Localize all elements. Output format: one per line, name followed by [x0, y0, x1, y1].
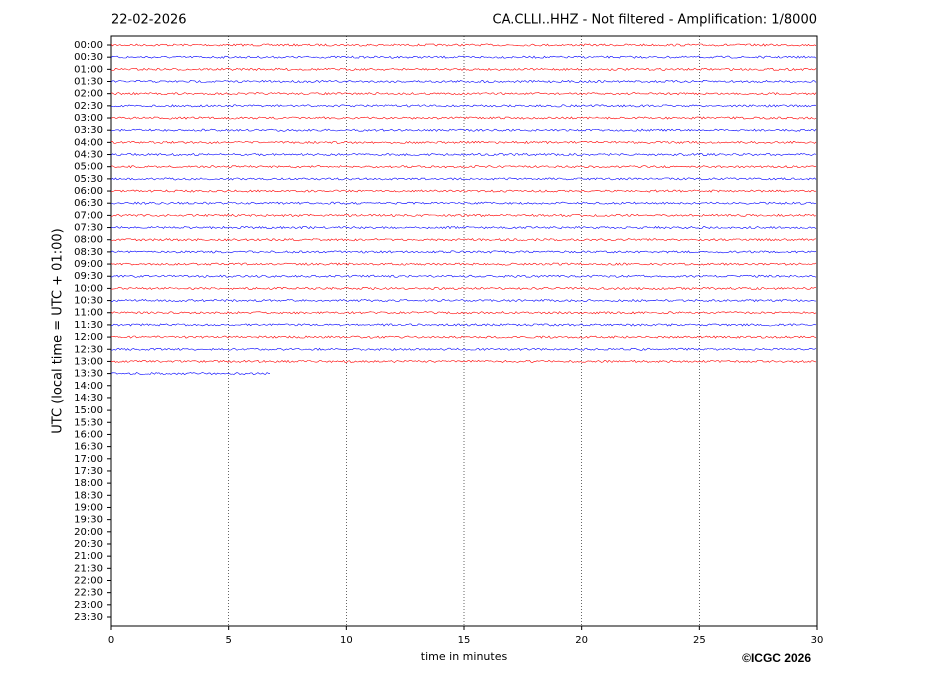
trace: [110, 311, 817, 315]
trace: [110, 299, 817, 303]
x-tick-label: 0: [108, 635, 114, 646]
y-tick-label: 10:30: [74, 296, 103, 307]
trace: [110, 372, 271, 376]
y-tick-label: 18:30: [74, 490, 103, 501]
y-tick-label: 22:00: [74, 575, 103, 586]
trace: [110, 67, 817, 71]
y-tick-label: 19:30: [74, 515, 103, 526]
y-tick-label: 06:30: [74, 198, 103, 209]
trace: [110, 286, 817, 290]
y-tick-label: 21:30: [74, 563, 103, 574]
y-tick-label: 04:00: [74, 137, 103, 148]
y-tick-label: 16:00: [74, 429, 103, 440]
trace: [110, 201, 817, 205]
y-tick-label: 05:30: [74, 174, 103, 185]
trace: [110, 165, 817, 169]
y-tick-label: 15:00: [74, 405, 103, 416]
trace: [110, 152, 817, 157]
y-tick-label: 08:30: [74, 247, 103, 258]
y-tick-label: 13:30: [74, 369, 103, 380]
trace: [110, 189, 817, 193]
trace: [110, 226, 817, 230]
copyright: ©ICGC 2026: [742, 651, 811, 665]
y-tick-label: 17:30: [74, 466, 103, 477]
trace: [110, 213, 817, 217]
y-tick-label: 06:00: [74, 186, 103, 197]
y-tick-label: 03:30: [74, 125, 103, 136]
y-tick-label: 08:00: [74, 235, 103, 246]
y-tick-label: 10:00: [74, 283, 103, 294]
y-tick-label: 20:00: [74, 527, 103, 538]
y-tick-label: 00:30: [74, 52, 103, 63]
x-tick-label: 20: [575, 635, 588, 646]
trace: [110, 55, 817, 59]
trace: [110, 79, 817, 84]
trace: [110, 43, 817, 47]
trace: [110, 104, 817, 108]
y-tick-label: 15:30: [74, 417, 103, 428]
y-tick-label: 05:00: [74, 162, 103, 173]
trace: [110, 177, 817, 181]
x-tick-label: 15: [458, 635, 471, 646]
y-tick-label: 11:00: [74, 308, 103, 319]
y-tick-label: 04:30: [74, 150, 103, 161]
y-tick-label: 02:00: [74, 89, 103, 100]
trace: [110, 92, 817, 96]
trace: [110, 116, 817, 120]
y-tick-label: 12:30: [74, 344, 103, 355]
y-tick-label: 03:00: [74, 113, 103, 124]
y-tick-label: 11:30: [74, 320, 103, 331]
y-tick-label: 14:00: [74, 381, 103, 392]
y-axis-label: UTC (local time = UTC + 01:00): [51, 228, 66, 433]
x-tick-label: 5: [225, 635, 231, 646]
y-tick-label: 13:00: [74, 356, 103, 367]
x-tick-label: 30: [811, 635, 824, 646]
trace: [110, 140, 817, 144]
trace: [110, 128, 817, 132]
y-tick-label: 20:30: [74, 539, 103, 550]
trace: [110, 274, 817, 278]
trace: [110, 335, 817, 339]
trace: [110, 250, 817, 254]
y-tick-label: 01:00: [74, 64, 103, 75]
x-tick-label: 10: [340, 635, 353, 646]
y-tick-label: 23:00: [74, 600, 103, 611]
y-tick-label: 19:00: [74, 502, 103, 513]
y-tick-label: 14:30: [74, 393, 103, 404]
y-tick-label: 01:30: [74, 77, 103, 88]
x-axis-label: time in minutes: [421, 650, 508, 663]
x-tick-label: 25: [693, 635, 706, 646]
trace: [111, 347, 817, 351]
y-tick-label: 07:30: [74, 223, 103, 234]
trace: [110, 238, 817, 242]
y-tick-label: 23:30: [74, 612, 103, 623]
y-tick-label: 09:00: [74, 259, 103, 270]
y-tick-label: 09:30: [74, 271, 103, 282]
y-tick-label: 07:00: [74, 210, 103, 221]
y-tick-label: 21:00: [74, 551, 103, 562]
y-tick-label: 02:30: [74, 101, 103, 112]
date: 22-02-2026: [111, 13, 187, 28]
chart-title: CA.CLLI..HHZ - Not filtered - Amplificat…: [493, 13, 818, 28]
trace: [110, 262, 817, 266]
trace: [110, 359, 817, 363]
y-tick-label: 22:30: [74, 588, 103, 599]
y-tick-label: 16:30: [74, 442, 103, 453]
y-tick-label: 00:00: [74, 40, 103, 51]
y-tick-label: 17:00: [74, 454, 103, 465]
y-tick-label: 12:00: [74, 332, 103, 343]
y-tick-label: 18:00: [74, 478, 103, 489]
trace: [110, 323, 817, 327]
